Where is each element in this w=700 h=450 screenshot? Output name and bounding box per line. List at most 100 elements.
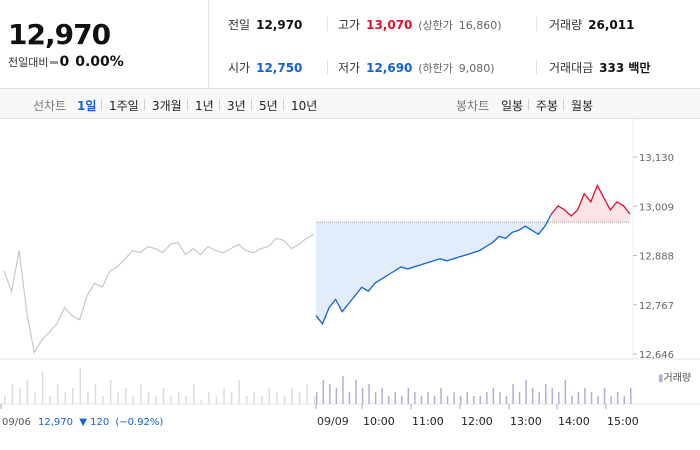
volume-bar xyxy=(306,384,308,404)
volume-bar xyxy=(446,396,449,404)
period-1w[interactable]: 1주일 xyxy=(109,99,139,113)
volume-bar xyxy=(355,380,357,404)
volume-bar xyxy=(41,372,44,404)
volume-bar xyxy=(505,396,508,404)
volume-bar xyxy=(26,380,29,404)
volume-bar xyxy=(177,392,180,404)
down-area xyxy=(316,222,545,324)
x-tick-label: 12:00 xyxy=(461,415,493,428)
candle-monthly[interactable]: 월봉 xyxy=(571,99,594,113)
divider xyxy=(251,99,252,110)
change-row: 전일대비 0 0.00% xyxy=(8,54,124,70)
volume-legend-label: 거래량 xyxy=(664,372,692,384)
down-price-line xyxy=(315,225,546,326)
price-line-connector xyxy=(544,213,553,227)
x-tick-label: 09/09 xyxy=(317,415,349,428)
open-value: 12,750 xyxy=(256,61,303,75)
volume-bar xyxy=(11,384,14,404)
volume-bar xyxy=(238,380,240,404)
volume-bar xyxy=(322,380,324,404)
volume-bar xyxy=(427,392,429,404)
period-5y[interactable]: 5년 xyxy=(259,99,278,113)
period-3y[interactable]: 3년 xyxy=(227,99,246,113)
upper-limit-value: 16,860) xyxy=(458,19,502,32)
divider xyxy=(219,99,220,110)
lower-limit-value: 9,080) xyxy=(458,62,495,75)
volume-bar xyxy=(433,396,436,404)
volume-bar xyxy=(64,392,66,404)
upper-limit-label: (상한가 xyxy=(418,19,453,32)
volume-bar xyxy=(564,380,567,404)
volume-bar xyxy=(102,396,104,404)
volume-bar xyxy=(253,392,255,404)
volume-bar xyxy=(531,388,534,404)
divider xyxy=(283,99,284,110)
change-percent: 0.00% xyxy=(75,54,124,70)
volume-bar xyxy=(185,396,187,404)
volume-bar xyxy=(109,380,112,404)
volume-bar xyxy=(200,400,203,404)
x-tick-label: 14:00 xyxy=(558,415,590,428)
change-value: 0 xyxy=(59,54,70,70)
high-price: 고가 13,070 (상한가 16,860) xyxy=(338,16,502,33)
divider xyxy=(327,60,328,74)
volume-bar xyxy=(368,384,370,404)
divider xyxy=(327,17,328,31)
y-axis-ticks: 13,130 13,009 12,888 12,767 12,646 xyxy=(633,153,674,361)
volume-bar xyxy=(414,392,416,404)
volume-label: 거래량 xyxy=(549,18,583,32)
volume-bar xyxy=(394,392,396,404)
high-label: 고가 xyxy=(338,18,361,32)
fill-areas xyxy=(316,185,630,324)
volume-bar xyxy=(401,396,403,404)
volume-bar xyxy=(518,392,521,404)
volume-bar xyxy=(616,392,619,404)
divider xyxy=(187,99,188,110)
volume-bar xyxy=(170,396,172,404)
volume-bar xyxy=(486,392,488,404)
candle-chart-label: 봉차트 xyxy=(456,99,490,113)
volume-bar xyxy=(147,392,150,404)
prev-info-pct: (−0.92%) xyxy=(115,417,163,428)
candle-daily[interactable]: 일봉 xyxy=(501,99,524,113)
trade-value-label: 거래대금 xyxy=(549,61,594,75)
trade-value: 거래대금 333 백만 xyxy=(549,59,650,76)
prev-close-label: 전일 xyxy=(228,18,251,32)
up-area xyxy=(551,185,630,223)
volume-bar xyxy=(329,384,331,404)
open-label: 시가 xyxy=(228,61,251,75)
up-price-line xyxy=(550,183,631,217)
volume-bar xyxy=(525,380,527,404)
open-price: 시가 12,750 xyxy=(228,59,302,76)
period-1y[interactable]: 1년 xyxy=(195,99,214,113)
prev-close-value: 12,970 xyxy=(256,18,303,32)
volume-bar xyxy=(155,396,157,404)
period-10y[interactable]: 10년 xyxy=(291,99,318,113)
current-price: 12,970 xyxy=(8,18,111,51)
x-tick-label: 13:00 xyxy=(510,415,542,428)
volume-bar xyxy=(246,396,248,404)
period-1d[interactable]: 1일 xyxy=(77,99,97,113)
candle-weekly[interactable]: 주봉 xyxy=(536,99,559,113)
low-label: 저가 xyxy=(338,61,361,75)
low-value: 12,690 xyxy=(366,61,413,75)
volume-bars xyxy=(4,368,632,404)
volume-bar xyxy=(193,384,195,404)
volume-bar xyxy=(479,396,481,404)
volume-bar xyxy=(94,384,97,404)
divider xyxy=(563,99,564,110)
volume-bar xyxy=(558,392,560,404)
prev-info-down-arrow: ▼ xyxy=(79,417,87,428)
divider xyxy=(144,99,145,110)
volume-bar xyxy=(49,396,51,404)
change-label: 전일대비 xyxy=(8,56,49,69)
y-tick-label: 13,130 xyxy=(639,153,674,164)
volume-bar xyxy=(590,392,593,404)
period-3m[interactable]: 3개월 xyxy=(152,99,182,113)
volume-bar xyxy=(230,392,233,404)
volume-bar xyxy=(276,392,278,404)
volume-bar xyxy=(571,396,573,404)
volume-bar xyxy=(132,396,134,404)
volume-legend-marker: ▮ xyxy=(658,373,664,384)
